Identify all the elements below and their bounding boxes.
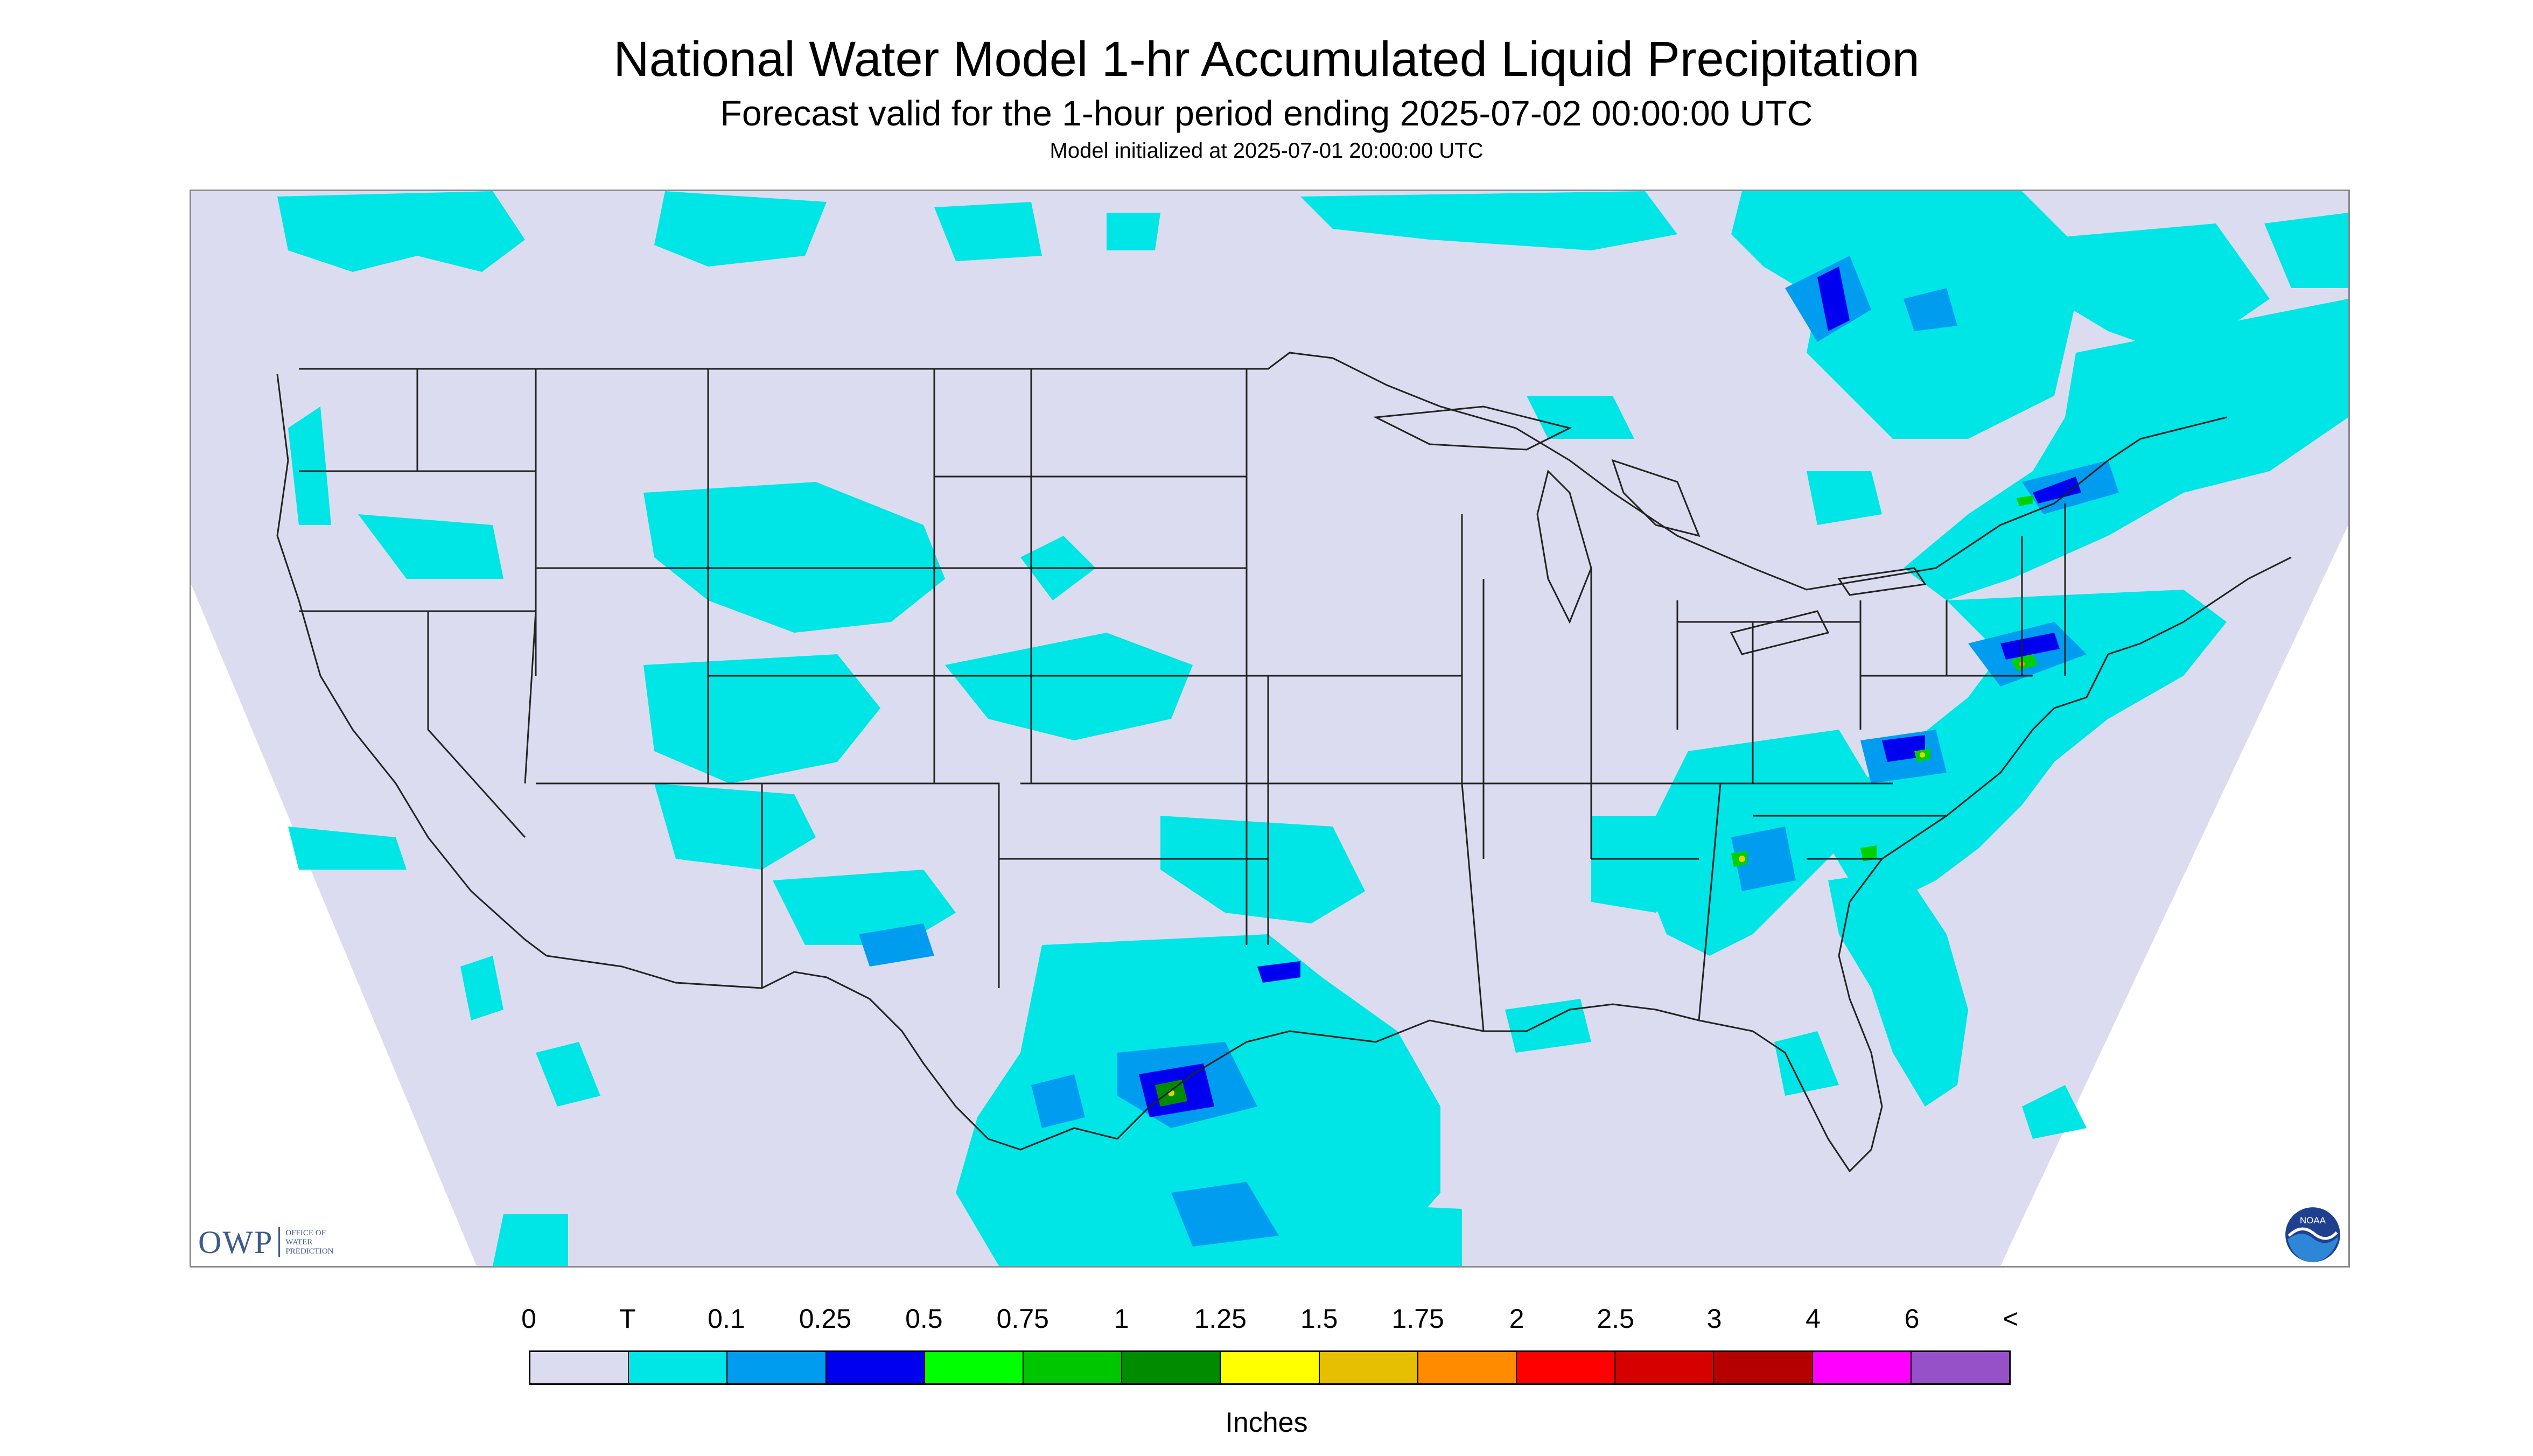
legend-swatch [1024,1352,1123,1383]
svg-text:NOAA: NOAA [2300,1215,2326,1226]
noaa-logo-icon: NOAA [2285,1207,2340,1262]
map-title: National Water Model 1-hr Accumulated Li… [613,32,1920,87]
legend-tick-label: 1.5 [1300,1304,1338,1334]
legend-labels: 0 T 0.1 0.25 0.5 0.75 1 1.25 1.5 1.75 2 2.5 3 4 6 < [0,1303,2533,1341]
legend-tick-label: 0.75 [996,1304,1049,1334]
owp-logo: OWP OFFICE OF WATER PREDICTION [198,1223,334,1261]
legend-tick-label: 2 [1509,1304,1524,1334]
legend-tick-label: 2.5 [1597,1304,1634,1334]
owp-logo-line-1: OFFICE OF [285,1228,326,1237]
legend-swatch [727,1352,827,1383]
legend-tick-label: 0 [521,1304,536,1334]
legend-swatch [1911,1352,2010,1383]
legend-swatch [1813,1352,1912,1383]
legend-swatch [1319,1352,1418,1383]
legend-swatch [826,1352,925,1383]
legend-tick-label: 1.25 [1194,1304,1247,1334]
state-boundaries [276,352,2292,1173]
owp-logo-text: OWP [198,1224,274,1260]
legend-tick-label: 1 [1114,1304,1129,1334]
legend-tick-label: T [619,1304,636,1334]
precip-map [191,191,2348,1266]
legend-swatch [629,1352,728,1383]
legend-colorbar [529,1350,2011,1385]
owp-logo-subtext: OFFICE OF WATER PREDICTION [285,1229,333,1256]
legend-tick-label: 0.1 [708,1304,745,1334]
legend-swatch [925,1352,1024,1383]
model-init-text: Model initialized at 2025-07-01 20:00:00… [1049,139,1484,163]
legend-tick-label: 1.75 [1391,1304,1444,1334]
legend-tick-label: 6 [1904,1304,1920,1334]
precip-heavy-cores [1168,661,2025,1096]
model-domain [191,191,2348,1266]
map-panel [190,190,2350,1268]
legend-swatch [1418,1352,1517,1383]
legend-tick-label: 0.5 [905,1304,943,1334]
legend-swatch [530,1352,629,1383]
legend-tick-label: 0.25 [799,1304,852,1334]
legend-tick-label: 3 [1706,1304,1722,1334]
legend-swatch [1122,1352,1221,1383]
legend-swatch [1221,1352,1320,1383]
legend-swatch [1714,1352,1813,1383]
legend-tick-label: 4 [1806,1304,1821,1334]
owp-logo-divider [278,1227,281,1257]
legend-swatch [1615,1352,1715,1383]
owp-logo-line-3: PREDICTION [285,1247,334,1256]
legend-swatch [1517,1352,1616,1383]
map-subtitle: Forecast valid for the 1-hour period end… [720,93,1813,133]
owp-logo-line-2: WATER [285,1237,313,1247]
legend-units: Inches [1225,1407,1308,1438]
legend-tick-label: < [2003,1304,2019,1334]
